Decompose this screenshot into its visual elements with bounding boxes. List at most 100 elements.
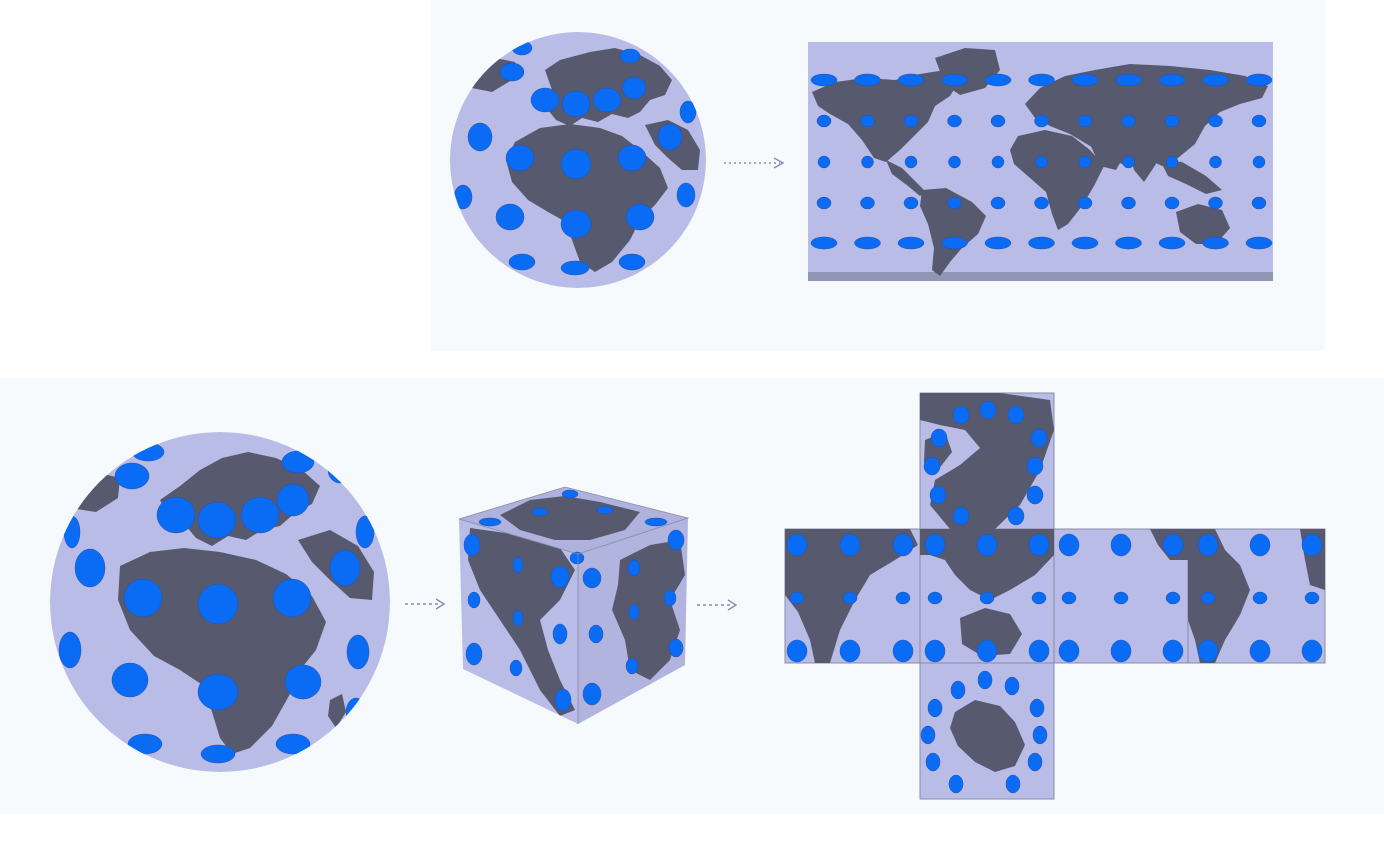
cube-indicatrix bbox=[663, 589, 677, 607]
map-indicatrix bbox=[904, 155, 918, 169]
map-indicatrix bbox=[1078, 155, 1092, 169]
map-indicatrix bbox=[1035, 155, 1048, 169]
map-central-america-land bbox=[886, 160, 926, 196]
net-north-america-land bbox=[920, 393, 1054, 529]
globe-indicatrix bbox=[197, 673, 239, 711]
bottom-globe bbox=[50, 432, 390, 772]
cube-indicatrix bbox=[668, 638, 684, 658]
cube-indicatrix bbox=[467, 591, 481, 609]
net-indicatrix bbox=[842, 591, 858, 605]
net-indicatrix bbox=[1058, 639, 1080, 663]
top-globe bbox=[450, 32, 706, 288]
globe-indicatrix bbox=[467, 122, 493, 152]
net-indicatrix bbox=[924, 533, 946, 557]
cube-europe-africa-land bbox=[612, 540, 685, 680]
map-india-land bbox=[1128, 148, 1156, 182]
globe-indicatrix bbox=[284, 664, 322, 700]
map-indicatrix bbox=[1158, 73, 1186, 87]
net-indicatrix bbox=[1110, 533, 1132, 557]
net-indicatrix bbox=[1007, 506, 1025, 526]
world-map-equirectangular bbox=[808, 42, 1273, 281]
globe-indicatrix bbox=[346, 634, 370, 670]
globe-indicatrix bbox=[74, 548, 106, 588]
top-globe-indicatrices bbox=[453, 40, 697, 276]
map-indicatrix bbox=[816, 196, 832, 210]
map-north-america-land bbox=[812, 70, 960, 162]
map-indicatrix bbox=[1028, 73, 1055, 87]
map-indicatrix bbox=[1034, 196, 1049, 210]
globe-indicatrix bbox=[560, 209, 592, 239]
map-southeast-asia-land bbox=[1160, 160, 1222, 194]
map-indicatrix bbox=[1121, 196, 1136, 210]
top-arrow bbox=[724, 157, 785, 169]
map-indicatrix bbox=[941, 236, 968, 250]
net-indicatrix bbox=[1162, 639, 1184, 663]
cube-indicatrix bbox=[667, 529, 685, 551]
bottom-arrow-1 bbox=[405, 598, 446, 610]
net-indicatrix bbox=[1301, 533, 1323, 557]
map-indicatrix bbox=[1165, 155, 1179, 169]
net-indicatrix bbox=[924, 639, 946, 663]
globe-indicatrix bbox=[561, 90, 591, 118]
map-indicatrix bbox=[1121, 114, 1136, 128]
net-indicatrix bbox=[1026, 485, 1044, 505]
map-south-america-land bbox=[920, 188, 986, 276]
map-indicatrix bbox=[1245, 73, 1273, 87]
map-indicatrix bbox=[854, 236, 881, 250]
globe-indicatrix bbox=[621, 76, 647, 100]
map-indicatrix bbox=[903, 114, 919, 128]
map-indicatrix bbox=[984, 236, 1012, 250]
cube-indicatrix bbox=[512, 556, 524, 574]
net-indicatrix bbox=[892, 639, 914, 663]
net-indicatrix bbox=[1061, 591, 1077, 605]
net-indicatrix bbox=[1027, 752, 1043, 772]
map-indicatrix bbox=[1115, 236, 1142, 250]
net-indicatrix bbox=[1028, 533, 1050, 557]
map-indicatrix bbox=[1209, 155, 1222, 169]
net-indicatrix bbox=[839, 639, 861, 663]
net-indicatrix bbox=[1197, 639, 1219, 663]
cube-indicatrix bbox=[550, 565, 570, 589]
map-indicatrix bbox=[1034, 114, 1049, 128]
globe-indicatrix bbox=[275, 733, 311, 755]
net-indicatrix bbox=[1197, 533, 1219, 557]
net-indicatrix bbox=[977, 670, 993, 690]
net-indicatrix bbox=[979, 400, 997, 420]
map-indicatrix bbox=[1115, 73, 1142, 87]
net-indicatrix bbox=[927, 591, 943, 605]
cube-indicatrices bbox=[463, 489, 685, 712]
cube-indicatrix bbox=[512, 609, 524, 627]
net-indicatrix bbox=[1113, 591, 1129, 605]
net-indicatrix bbox=[1110, 639, 1132, 663]
cube-indicatrix bbox=[478, 517, 502, 527]
net-asia-land bbox=[920, 529, 1054, 600]
net-indicatrix bbox=[976, 533, 998, 557]
map-indicatrix bbox=[1252, 155, 1266, 169]
net-indicatrix bbox=[1301, 639, 1323, 663]
net-indicatrix bbox=[1032, 725, 1048, 745]
net-indicatrix bbox=[1031, 591, 1047, 605]
bottom-globe-madagascar-land bbox=[328, 694, 346, 728]
map-eurasia-land bbox=[1025, 64, 1268, 168]
net-indicatrix bbox=[789, 591, 805, 605]
map-indicatrix bbox=[1028, 236, 1055, 250]
map-indicatrix bbox=[1208, 196, 1223, 210]
map-indicatrix bbox=[1208, 114, 1223, 128]
world-map-indicatrices bbox=[810, 73, 1273, 250]
net-south-america-land bbox=[1188, 529, 1250, 663]
net-indicatrix bbox=[892, 533, 914, 557]
globe-indicatrix bbox=[495, 203, 525, 231]
cube-indicatrix bbox=[588, 624, 604, 644]
globe-indicatrix bbox=[272, 578, 312, 618]
cube-indicatrix bbox=[554, 688, 572, 712]
globe-indicatrix bbox=[197, 501, 237, 539]
globe-indicatrix bbox=[114, 462, 150, 490]
map-indicatrix bbox=[990, 196, 1006, 210]
globe-indicatrix bbox=[679, 100, 697, 124]
net-indicatrix bbox=[1162, 533, 1184, 557]
map-indicatrix bbox=[1251, 114, 1267, 128]
map-arabia-land bbox=[1088, 140, 1124, 170]
cube-indicatrix bbox=[625, 657, 639, 675]
globe-indicatrix bbox=[281, 450, 315, 474]
map-indicatrix bbox=[817, 155, 831, 169]
